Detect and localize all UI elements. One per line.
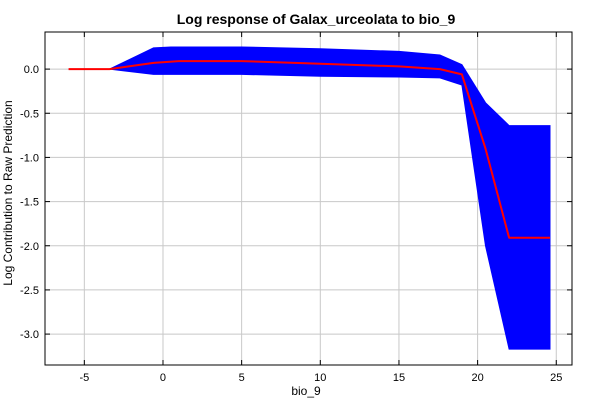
chart-title: Log response of Galax_urceolata to bio_9 bbox=[177, 11, 456, 27]
y-tick-label: -0.5 bbox=[20, 108, 39, 120]
y-tick-label: 0.0 bbox=[24, 64, 39, 76]
x-tick-label: 10 bbox=[314, 372, 326, 384]
response-line bbox=[68, 60, 550, 239]
y-tick-label: -2.0 bbox=[20, 241, 39, 253]
y-axis-label: Log Contribution to Raw Prediction bbox=[1, 100, 15, 285]
y-tick-label: -1.5 bbox=[20, 197, 39, 209]
axis-ticks: -5 0 5 10 15 20 25 0.0 -0.5 -1.0 -1.5 -2.0 -2.5 -3.0 bbox=[20, 32, 572, 384]
y-tick-label: -2.5 bbox=[20, 285, 39, 297]
x-tick-label: 0 bbox=[160, 372, 166, 384]
y-tick-label: -3.0 bbox=[20, 329, 39, 341]
x-tick-label: 15 bbox=[393, 372, 405, 384]
x-axis-label: bio_9 bbox=[291, 384, 321, 398]
grid-lines bbox=[45, 32, 572, 365]
x-tick-label: -5 bbox=[79, 372, 89, 384]
y-tick-label: -1.0 bbox=[20, 152, 39, 164]
x-tick-label: 20 bbox=[471, 372, 483, 384]
plot-frame bbox=[44, 31, 573, 366]
x-tick-label: 25 bbox=[550, 372, 562, 384]
series-layer bbox=[68, 60, 550, 239]
x-tick-label: 5 bbox=[239, 372, 245, 384]
